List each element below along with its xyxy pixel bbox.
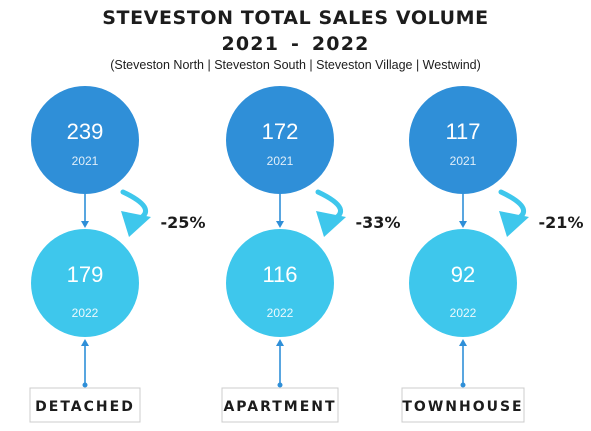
category-label-box [401,387,525,423]
category-label: APARTMENT [223,399,336,415]
curved-arrowhead [316,211,346,237]
change-percent: -25% [161,213,206,232]
value-2022: 92 [451,262,475,287]
chart-title: STEVESTON TOTAL SALES VOLUME [102,7,489,29]
year-label-2022: 2022 [72,306,99,320]
circle-2021 [226,86,334,194]
chart-title-years: 2021 - 2022 [221,33,370,55]
connector-arrowhead [276,221,284,228]
circle-2021 [31,86,139,194]
circle-2022 [31,229,139,337]
change-percent: -21% [539,213,584,232]
year-label-2022: 2022 [450,306,477,320]
value-2021: 239 [67,119,104,144]
year-label-2022: 2022 [267,306,294,320]
year-label-2021: 2021 [450,154,477,168]
year-label-2021: 2021 [267,154,294,168]
value-2021: 117 [445,119,480,144]
label-connector-arrowhead [81,339,89,346]
year-label-2021: 2021 [72,154,99,168]
label-connector-dot [460,382,466,388]
category-label: DETACHED [35,399,135,415]
curved-arrowhead [121,211,151,237]
category-label-box [221,387,339,423]
change-percent: -33% [356,213,401,232]
circle-2022 [226,229,334,337]
label-connector-arrowhead [276,339,284,346]
value-2021: 172 [262,119,299,144]
category-label: TOWNHOUSE [402,399,523,415]
chart-subtitle: (Steveston North | Steveston South | Ste… [110,58,481,72]
value-2022: 116 [262,262,297,287]
connector-arrowhead [81,221,89,228]
label-connector-arrowhead [459,339,467,346]
label-connector-dot [277,382,283,388]
circle-2021 [409,86,517,194]
circle-2022 [409,229,517,337]
curved-arrowhead [499,211,529,237]
category-label-box [29,387,141,423]
value-2022: 179 [67,262,104,287]
connector-arrowhead [459,221,467,228]
label-connector-dot [82,382,88,388]
